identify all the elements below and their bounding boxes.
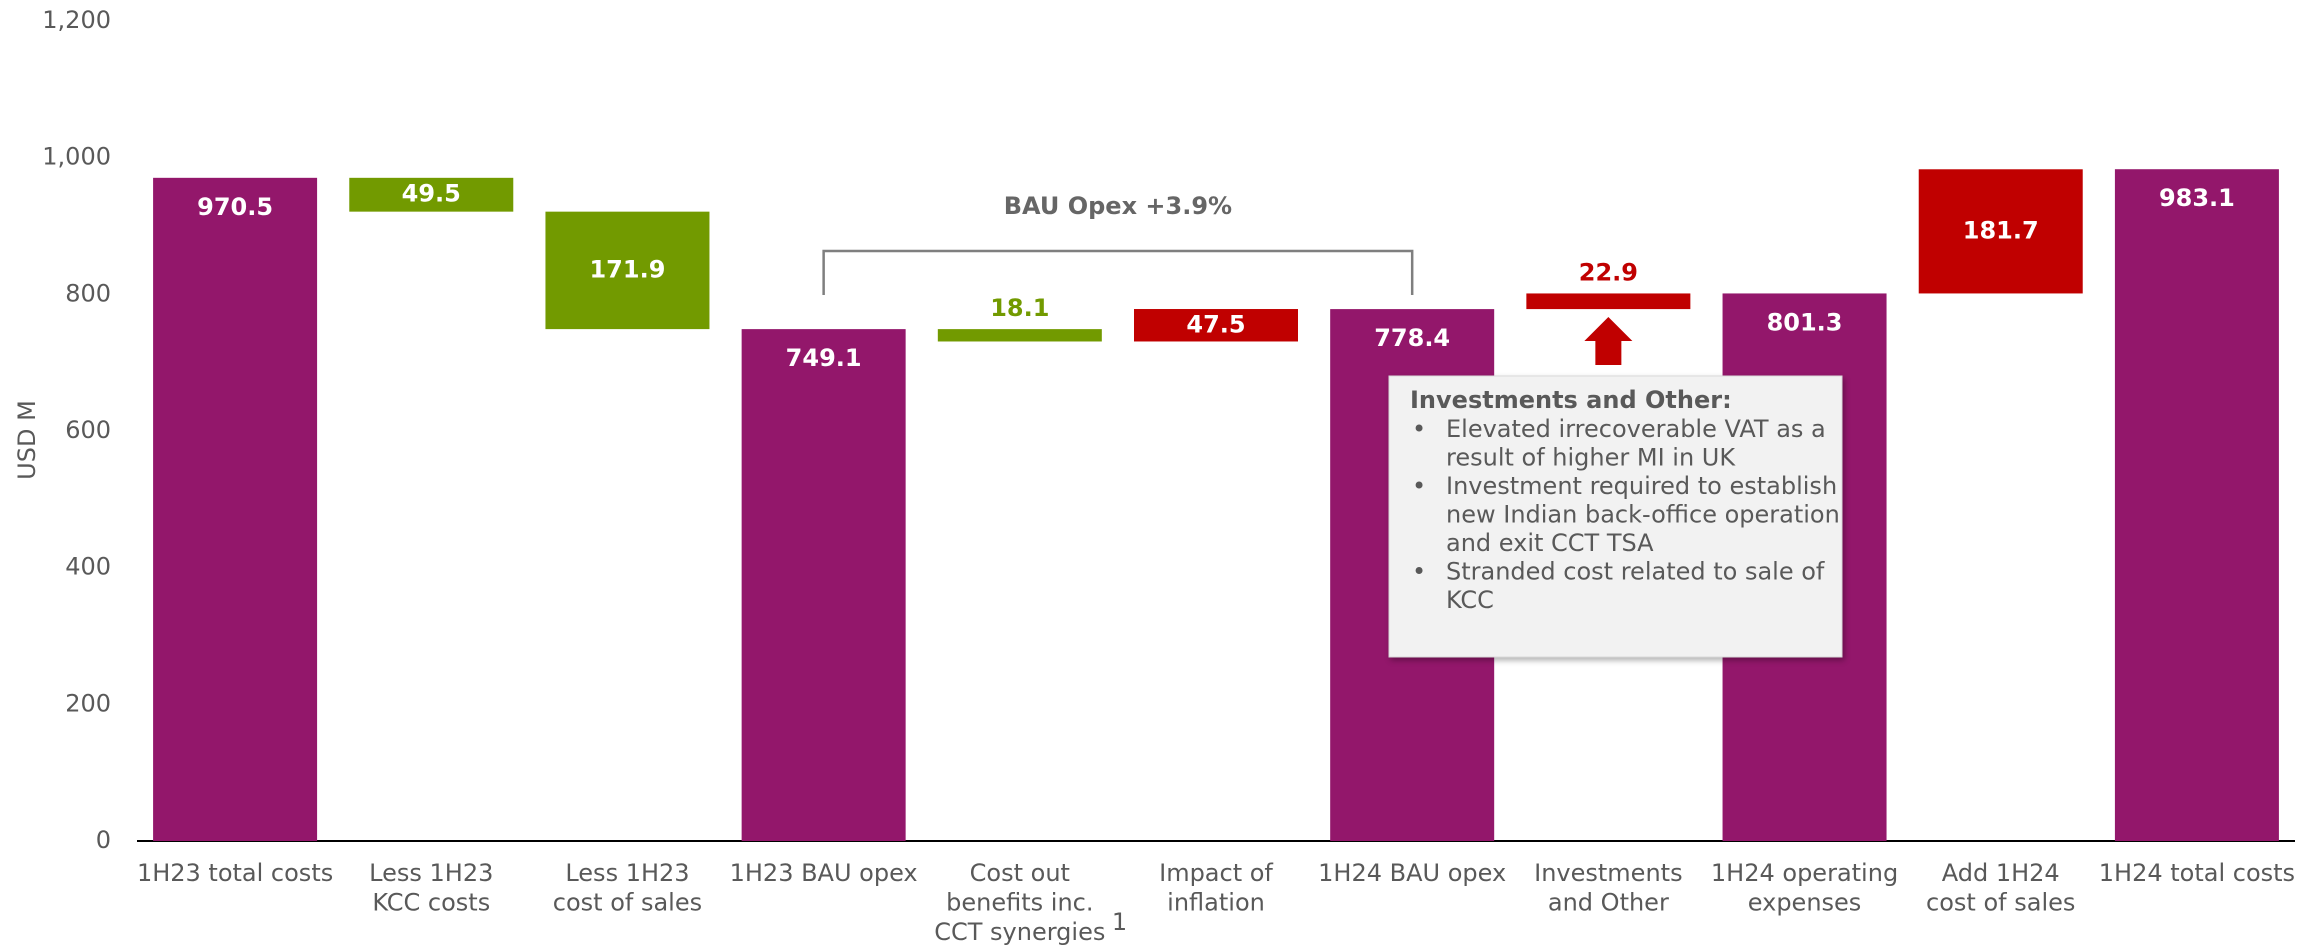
bracket xyxy=(822,249,1414,295)
callout-text: Elevated irrecoverable VAT as a xyxy=(1446,415,1826,443)
arrow xyxy=(1584,317,1633,365)
value-label: 171.9 xyxy=(589,255,665,283)
bar xyxy=(153,177,318,841)
value-label: 18.1 xyxy=(990,294,1049,322)
x-tick-label: and Other xyxy=(1548,889,1669,917)
y-tick-label: 0 xyxy=(96,826,111,854)
x-tick-label: KCC costs xyxy=(372,889,490,917)
x-tick-label: Add 1H24 xyxy=(1942,859,2060,887)
x-tick-label: Less 1H23 xyxy=(565,859,689,887)
y-axis-label: USD M xyxy=(13,400,41,480)
value-label: 778.4 xyxy=(1374,324,1450,352)
callout-text: and exit CCT TSA xyxy=(1446,529,1654,557)
x-tick-label: 1H23 BAU opex xyxy=(730,859,918,887)
y-tick-label: 1,000 xyxy=(42,143,111,171)
x-tick-label: 1H24 operating xyxy=(1711,859,1898,887)
bullet-dot: • xyxy=(1412,472,1426,500)
x-tick-label: 1H23 total costs xyxy=(137,859,333,887)
x-tick-label: CCT synergies xyxy=(934,918,1105,946)
bar xyxy=(349,177,514,212)
bullet-dot: • xyxy=(1412,558,1426,586)
y-tick-label: 1,200 xyxy=(42,6,111,34)
footnote-marker: 1 xyxy=(1112,908,1127,936)
y-tick-label: 800 xyxy=(65,279,111,307)
bar xyxy=(937,329,1102,342)
y-tick-label: 200 xyxy=(65,689,111,717)
bar xyxy=(1526,293,1691,310)
y-tick-label: 400 xyxy=(65,553,111,581)
callout-box xyxy=(1388,375,1843,658)
x-tick-label: cost of sales xyxy=(1926,889,2075,917)
value-label: 22.9 xyxy=(1579,258,1638,286)
bar xyxy=(545,211,710,330)
bullet-dot: • xyxy=(1412,415,1426,443)
x-tick-label: Impact of xyxy=(1159,859,1273,887)
x-tick-label: 1H24 BAU opex xyxy=(1318,859,1506,887)
bar xyxy=(1134,309,1298,342)
value-label: 970.5 xyxy=(197,193,273,221)
bar xyxy=(1918,169,2083,294)
bracket-label: BAU Opex +3.9% xyxy=(1004,192,1232,220)
value-label: 749.1 xyxy=(786,344,862,372)
value-label: 181.7 xyxy=(1963,216,2039,244)
value-label: 47.5 xyxy=(1186,310,1245,338)
y-tick-label: 600 xyxy=(65,416,111,444)
x-tick-label: Cost out xyxy=(970,859,1070,887)
callout-text: Investment required to establish xyxy=(1446,472,1837,500)
x-tick-label: inflation xyxy=(1167,889,1265,917)
x-tick-label: cost of sales xyxy=(553,889,702,917)
callout-title: Investments and Other: xyxy=(1410,386,1732,414)
x-tick-label: expenses xyxy=(1748,889,1862,917)
callout-text: new Indian back-office operation xyxy=(1446,501,1840,529)
callout-text: KCC xyxy=(1446,586,1494,614)
x-tick-label: Investments xyxy=(1534,859,1682,887)
value-label: 983.1 xyxy=(2159,184,2235,212)
bar xyxy=(741,329,906,841)
callout-text: Stranded cost related to sale of xyxy=(1446,558,1825,586)
bar xyxy=(2114,169,2279,842)
value-label: 801.3 xyxy=(1767,308,1843,336)
callout-text: result of higher MI in UK xyxy=(1446,444,1736,472)
x-tick-label: Less 1H23 xyxy=(369,859,493,887)
x-tick-label: benefits inc. xyxy=(946,889,1093,917)
value-label: 49.5 xyxy=(402,180,461,208)
x-tick-label: 1H24 total costs xyxy=(2099,859,2295,887)
